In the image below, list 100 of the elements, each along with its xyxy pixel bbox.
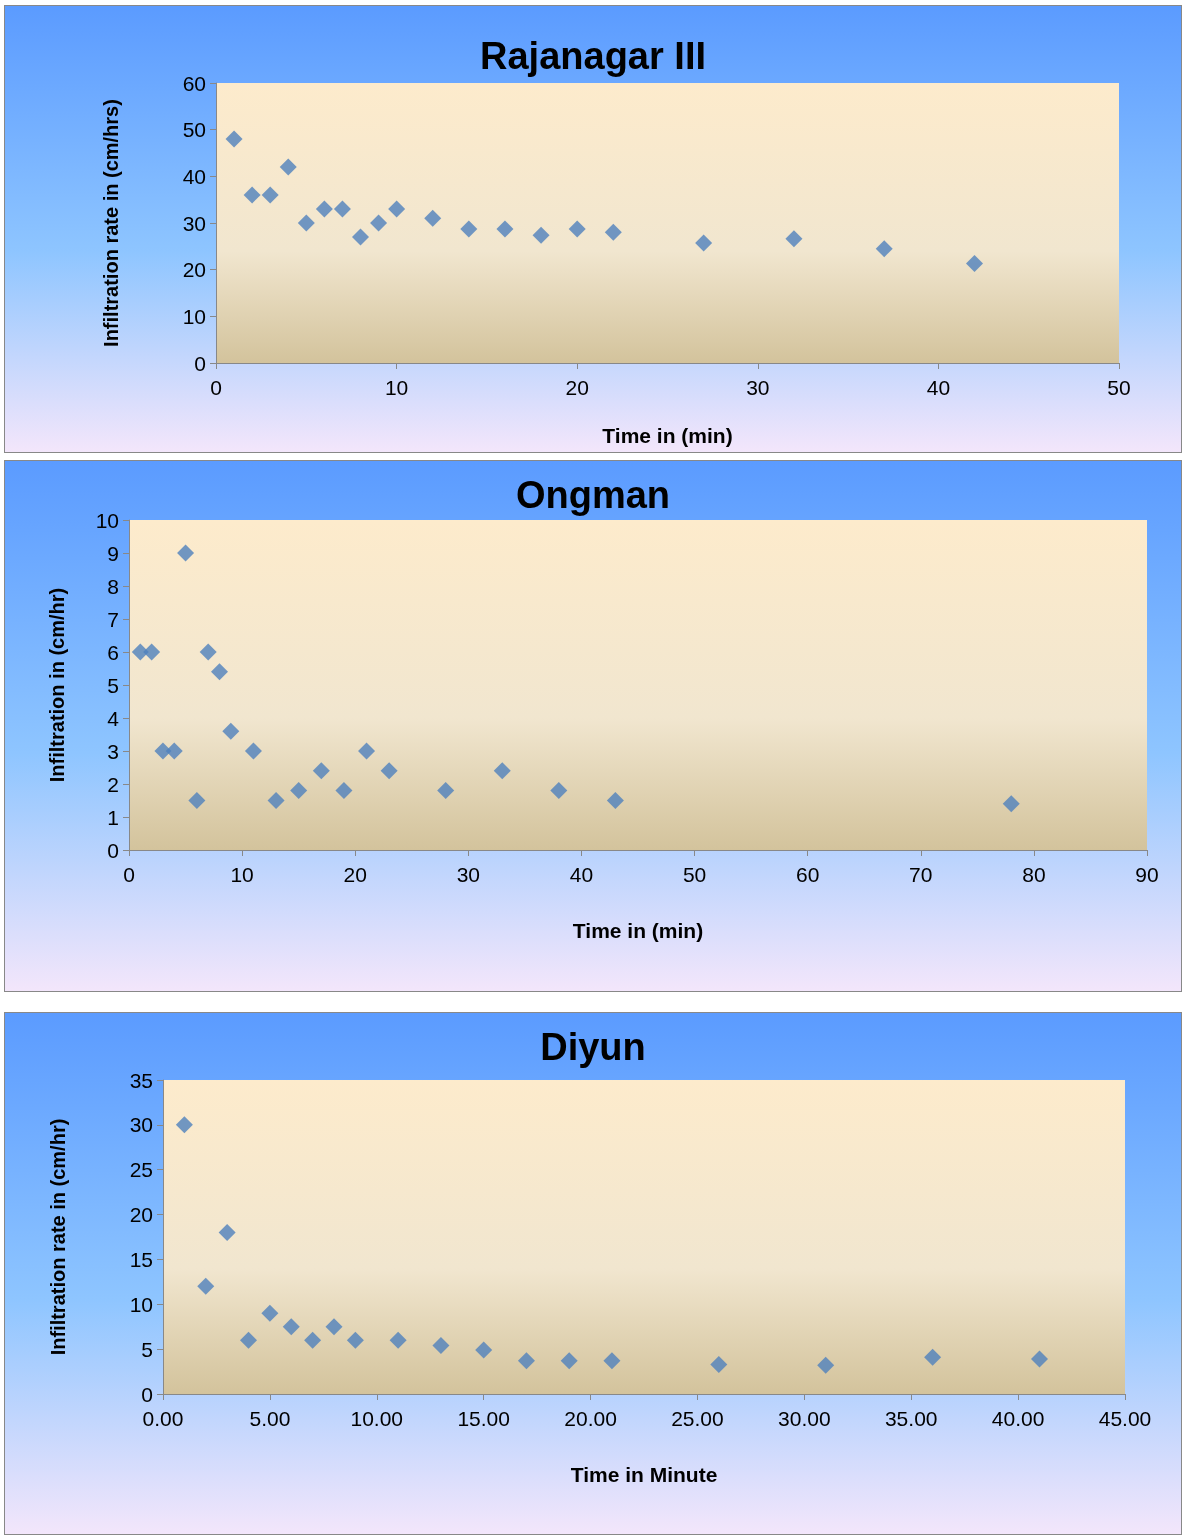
point — [432, 1337, 450, 1355]
point — [606, 792, 624, 809]
y-tick-label: 30 — [182, 211, 206, 235]
point — [817, 1356, 835, 1374]
point — [475, 1341, 493, 1359]
y-tick-label: 40 — [182, 164, 206, 188]
point — [312, 762, 330, 780]
x-tick-label: 10 — [230, 863, 254, 886]
y-tick-label: 2 — [107, 772, 119, 796]
y-tick-label: 0 — [141, 1382, 153, 1406]
point — [333, 200, 351, 218]
y-tick-label: 8 — [107, 574, 119, 598]
point — [389, 1331, 407, 1349]
point — [244, 742, 262, 760]
point — [304, 1331, 322, 1349]
x-tick-label: 50 — [1107, 376, 1131, 399]
point — [225, 130, 243, 148]
x-tick-label: 0 — [210, 376, 222, 399]
y-tick-label: 0 — [194, 351, 206, 375]
point — [924, 1348, 942, 1366]
point — [261, 1304, 279, 1322]
point — [550, 782, 568, 800]
point — [460, 220, 478, 238]
point — [785, 230, 803, 248]
y-tick-label: 3 — [107, 739, 119, 763]
x-tick-label: 25.00 — [671, 1407, 724, 1430]
point — [560, 1352, 578, 1370]
point — [437, 782, 455, 800]
point — [351, 228, 369, 246]
x-tick-label: 15.00 — [457, 1407, 510, 1430]
point — [424, 209, 442, 227]
point — [710, 1355, 728, 1373]
point — [568, 220, 586, 238]
x-tick-label: 35.00 — [884, 1407, 938, 1430]
y-tick-label: 4 — [107, 706, 120, 730]
x-tick-label: 40 — [569, 863, 594, 886]
y-tick-label: 5 — [141, 1337, 153, 1361]
chart-title: Ongman — [515, 474, 671, 516]
point — [315, 200, 333, 218]
x-tick-label: 70 — [909, 863, 933, 886]
point — [267, 792, 285, 809]
point — [346, 1331, 364, 1349]
x-axis-title: Time in (min) — [602, 424, 733, 447]
point — [325, 1318, 343, 1336]
point — [604, 223, 622, 241]
y-tick-label: 10 — [129, 1292, 153, 1316]
x-tick-label: 20.00 — [564, 1407, 617, 1430]
y-tick-label: 25 — [129, 1158, 153, 1182]
x-tick-label: 30 — [456, 863, 481, 886]
point — [165, 742, 183, 760]
chart-title: Rajanagar III — [480, 35, 706, 77]
y-tick-label: 60 — [182, 71, 206, 95]
point — [199, 643, 217, 661]
y-tick-label: 0 — [107, 838, 119, 862]
x-tick-label: 0.00 — [142, 1407, 184, 1430]
point — [143, 643, 161, 661]
x-tick-label: 60 — [795, 863, 820, 886]
y-tick-label: 20 — [129, 1203, 153, 1227]
point — [282, 1318, 300, 1336]
y-axis-title: Infiltration in (cm/hr) — [46, 587, 68, 783]
x-tick-label: 50 — [682, 863, 707, 886]
point — [1002, 795, 1020, 813]
point — [222, 722, 240, 740]
x-tick-label: 20 — [343, 863, 367, 886]
x-axis-title: Time in Minute — [570, 1463, 718, 1486]
x-tick-label: 80 — [1022, 863, 1046, 886]
point — [517, 1352, 535, 1370]
y-tick-label: 9 — [107, 541, 119, 565]
point — [603, 1352, 621, 1370]
point — [240, 1331, 258, 1349]
point — [695, 234, 713, 252]
y-tick-label: 50 — [182, 118, 206, 142]
x-tick-label: 10 — [384, 376, 409, 399]
point — [388, 200, 406, 218]
x-tick-label: 40 — [926, 376, 951, 399]
chart-title: Diyun — [540, 1026, 646, 1068]
point — [197, 1277, 215, 1295]
point — [532, 226, 550, 244]
y-tick-label: 20 — [182, 258, 206, 282]
x-tick-label: 90 — [1135, 863, 1159, 886]
point — [370, 214, 388, 232]
point — [966, 255, 984, 273]
x-tick-label: 10.00 — [350, 1407, 404, 1430]
y-axis-title: Infiltration rate in (cm/hrs) — [100, 99, 122, 347]
point — [496, 220, 514, 238]
y-tick-label: 10 — [95, 508, 119, 532]
point — [210, 663, 228, 681]
y-tick-label: 1 — [107, 805, 119, 829]
x-tick-label: 30.00 — [778, 1407, 831, 1430]
point — [297, 214, 315, 232]
point — [261, 186, 279, 204]
point — [358, 742, 376, 760]
point — [188, 792, 206, 809]
y-tick-label: 5 — [107, 673, 119, 697]
y-axis-title: Infiltration rate in (cm/hr) — [47, 1118, 69, 1356]
y-tick-label: 6 — [107, 640, 119, 664]
x-tick-label: 30 — [746, 376, 770, 399]
point — [243, 186, 261, 204]
x-axis-title: Time in (min) — [572, 919, 704, 942]
point — [1030, 1350, 1048, 1368]
